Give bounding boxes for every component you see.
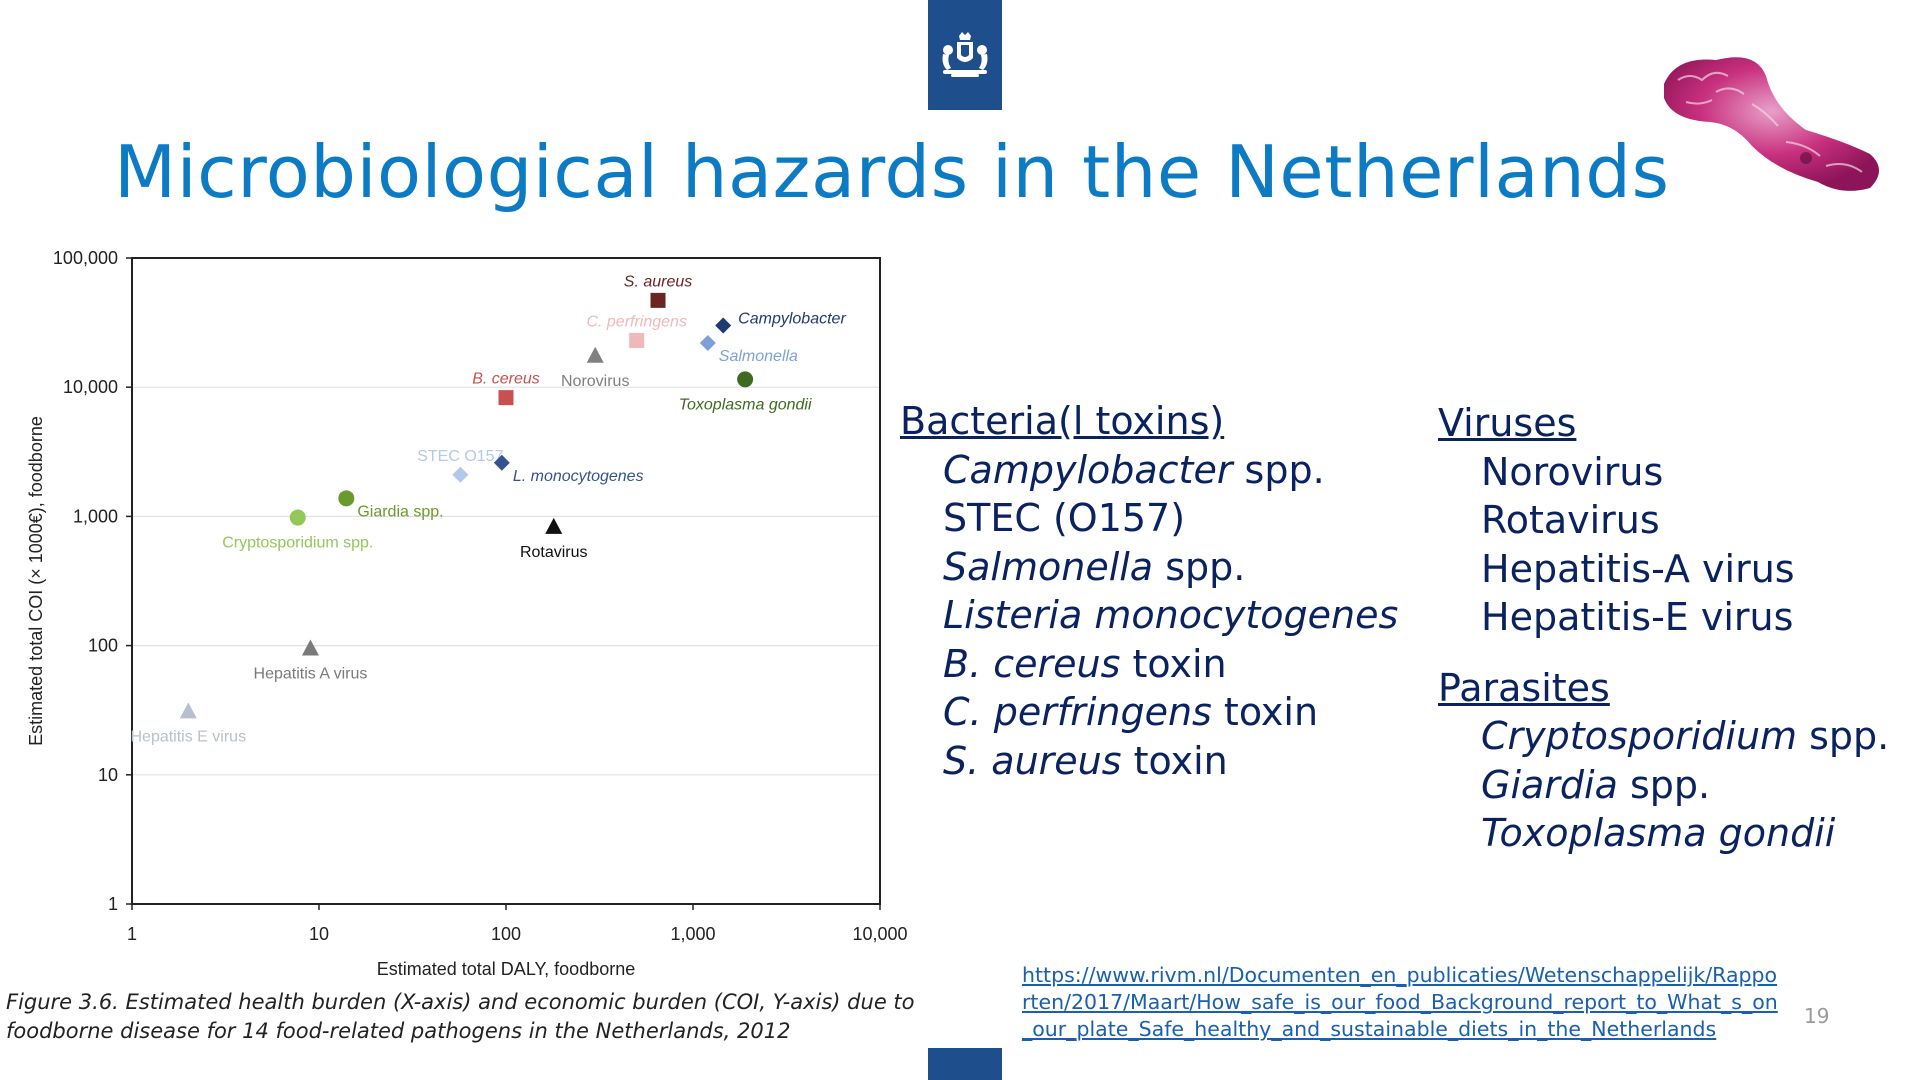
- point-campylobacter-marker: [715, 317, 732, 334]
- list-item: Listeria monocytogenes: [943, 593, 1399, 637]
- list-item: Toxoplasma gondii: [1481, 811, 1836, 855]
- source-link[interactable]: https://www.rivm.nl/Documenten_en_public…: [1022, 963, 1778, 1041]
- point-hepatitis-a-virus-marker: [301, 639, 319, 656]
- bacteria-heading: Bacteria(l toxins): [900, 399, 1225, 443]
- point-campylobacter-label: Campylobacter: [738, 311, 846, 328]
- y-tick-label: 10: [98, 765, 118, 785]
- x-tick-label: 1,000: [670, 924, 715, 944]
- x-tick-label: 1: [127, 924, 137, 944]
- list-item: Cryptosporidium spp.: [1481, 714, 1890, 758]
- point-stec-o157-label: STEC O157: [417, 448, 503, 465]
- x-tick-label: 10: [309, 924, 329, 944]
- y-tick-label: 1: [108, 894, 118, 914]
- point-toxoplasma-gondii-marker: [737, 371, 754, 388]
- point-rotavirus-marker: [545, 517, 563, 534]
- data-points: S. aureus C. perfringens Campylobacter Salm…: [130, 273, 846, 745]
- point-l-monocytogenes-label: L. monocytogenes: [513, 468, 644, 485]
- point-rotavirus-label: Rotavirus: [520, 544, 588, 561]
- parasites-heading: Parasites: [1438, 665, 1610, 710]
- point-b-cereus-label: B. cereus: [472, 371, 540, 388]
- list-item: Campylobacter spp.: [943, 447, 1325, 492]
- viruses-heading: Viruses: [1438, 401, 1577, 445]
- point-hepatitis-e-virus-marker: [179, 702, 197, 719]
- microbe-illustration-icon: [1664, 57, 1879, 191]
- scatter-chart: 1 10 100 1,000 10,000 100,000 1 10 100 1,000 10,00…: [26, 248, 908, 979]
- point-hepatitis-e-virus-label: Hepatitis E virus: [130, 728, 246, 745]
- list-item: Hepatitis-E virus: [1481, 595, 1794, 639]
- list-item: Norovirus: [1481, 449, 1664, 494]
- point-salmonella-label: Salmonella: [719, 348, 798, 365]
- point-stec-o157-marker: [452, 466, 469, 483]
- point-norovirus-label: Norovirus: [561, 373, 629, 390]
- logo-bottom-bar: [928, 1048, 1002, 1080]
- point-cryptosporidium-spp-label: Cryptosporidium spp.: [222, 535, 373, 552]
- axis-ticks: 1 10 100 1,000 10,000 100,000 1 10 100 1,000 10,00…: [53, 248, 908, 944]
- bacteria-list: Bacteria(l toxins) Campylobacter spp. ST…: [900, 397, 1398, 785]
- viruses-parasites-list: Viruses Norovirus Rotavirus Hepatitis-A …: [1438, 399, 1889, 858]
- list-item: B. cereus toxin: [943, 641, 1227, 686]
- list-item: Giardia spp.: [1481, 762, 1711, 807]
- point-l-monocytogenes-marker: [493, 454, 510, 471]
- list-item: Rotavirus: [1481, 498, 1660, 542]
- y-tick-label: 1,000: [73, 506, 118, 526]
- point-toxoplasma-gondii-label: Toxoplasma gondii: [679, 396, 812, 413]
- slide-title: Microbiological hazards in the Netherlan…: [114, 130, 1670, 214]
- logo-banner: [928, 0, 1002, 110]
- point-giardia-spp-marker: [338, 490, 355, 507]
- list-item: C. perfringens toxin: [943, 690, 1319, 734]
- list-item: S. aureus toxin: [943, 738, 1228, 783]
- list-item: STEC (O157): [943, 496, 1186, 540]
- point-cryptosporidium-spp-marker: [289, 509, 306, 526]
- page-number: 19: [1804, 1004, 1830, 1028]
- point-hepatitis-a-virus-label: Hepatitis A virus: [254, 665, 368, 682]
- point-giardia-spp-label: Giardia spp.: [357, 503, 443, 520]
- y-tick-label: 100: [88, 636, 118, 656]
- x-tick-label: 10,000: [852, 924, 907, 944]
- point-norovirus-marker: [586, 346, 604, 363]
- point-c-perfringens-marker: [629, 332, 645, 348]
- list-item: Hepatitis-A virus: [1481, 546, 1795, 591]
- x-axis-label: Estimated total DALY, foodborne: [377, 959, 636, 979]
- y-tick-label: 100,000: [53, 248, 118, 268]
- x-tick-label: 100: [491, 924, 521, 944]
- list-item: Salmonella spp.: [943, 544, 1246, 589]
- point-s-aureus-marker: [650, 292, 666, 308]
- royal-coat-of-arms-icon: [942, 32, 988, 77]
- point-salmonella-marker: [699, 334, 716, 351]
- point-b-cereus-marker: [498, 390, 514, 406]
- figure-caption: Figure 3.6. Estimated health burden (X-a…: [6, 990, 915, 1043]
- grid-lines: [132, 386, 880, 776]
- y-tick-label: 10,000: [63, 377, 118, 397]
- point-s-aureus-label: S. aureus: [624, 273, 692, 290]
- point-c-perfringens-label: C. perfringens: [586, 313, 687, 330]
- y-axis-label: Estimated total COI (× 1000€), foodborne: [26, 416, 46, 746]
